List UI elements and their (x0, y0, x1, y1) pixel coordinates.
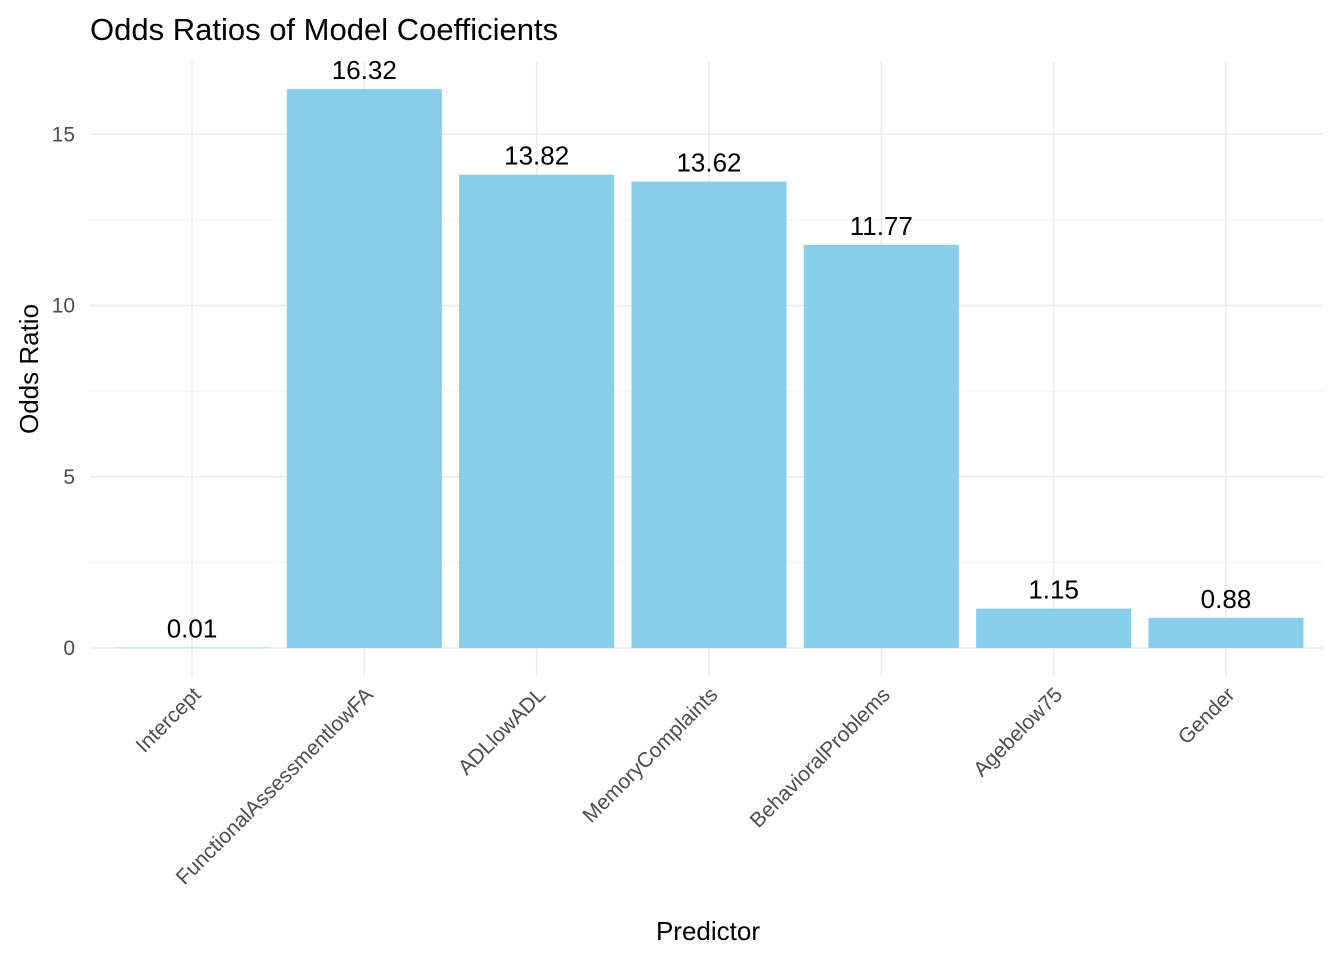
bar (1148, 617, 1304, 648)
x-tick-label: MemoryComplaints (578, 683, 722, 827)
y-tick-label: 15 (52, 123, 75, 146)
x-tick-label: BehavioralProblems (746, 683, 895, 832)
data-label: 0.01 (167, 614, 218, 644)
bar (976, 608, 1132, 648)
data-label: 0.88 (1201, 584, 1252, 614)
data-labels: 0.01 16.32 13.82 13.62 11.77 1.15 0.88 (167, 55, 1252, 644)
y-tick-label: 10 (52, 295, 75, 318)
data-label: 11.77 (850, 211, 913, 241)
x-tick-label: Gender (1174, 683, 1240, 749)
bar (286, 89, 442, 649)
chart-title: Odds Ratios of Model Coefficients (90, 12, 558, 47)
y-tick-label: 5 (63, 466, 75, 489)
bars (114, 89, 1304, 649)
bar (631, 181, 787, 648)
y-axis-title: Odds Ratio (14, 304, 44, 434)
bar (803, 244, 959, 648)
y-tick-label: 0 (63, 637, 75, 660)
data-label: 16.32 (332, 55, 397, 85)
x-tick-label: FunctionalAssessmentlowFA (172, 683, 378, 889)
x-tick-label: Intercept (131, 683, 205, 757)
y-axis-ticks: 0 5 10 15 (52, 123, 75, 660)
data-label: 13.62 (676, 148, 741, 178)
bar (114, 647, 270, 649)
x-tick-label: ADLlowADL (454, 683, 550, 779)
x-axis-title: Predictor (656, 916, 760, 946)
bar (459, 174, 615, 649)
data-label: 1.15 (1028, 575, 1079, 605)
data-label: 13.82 (504, 141, 569, 171)
x-tick-label: Agebelow75 (969, 683, 1067, 781)
